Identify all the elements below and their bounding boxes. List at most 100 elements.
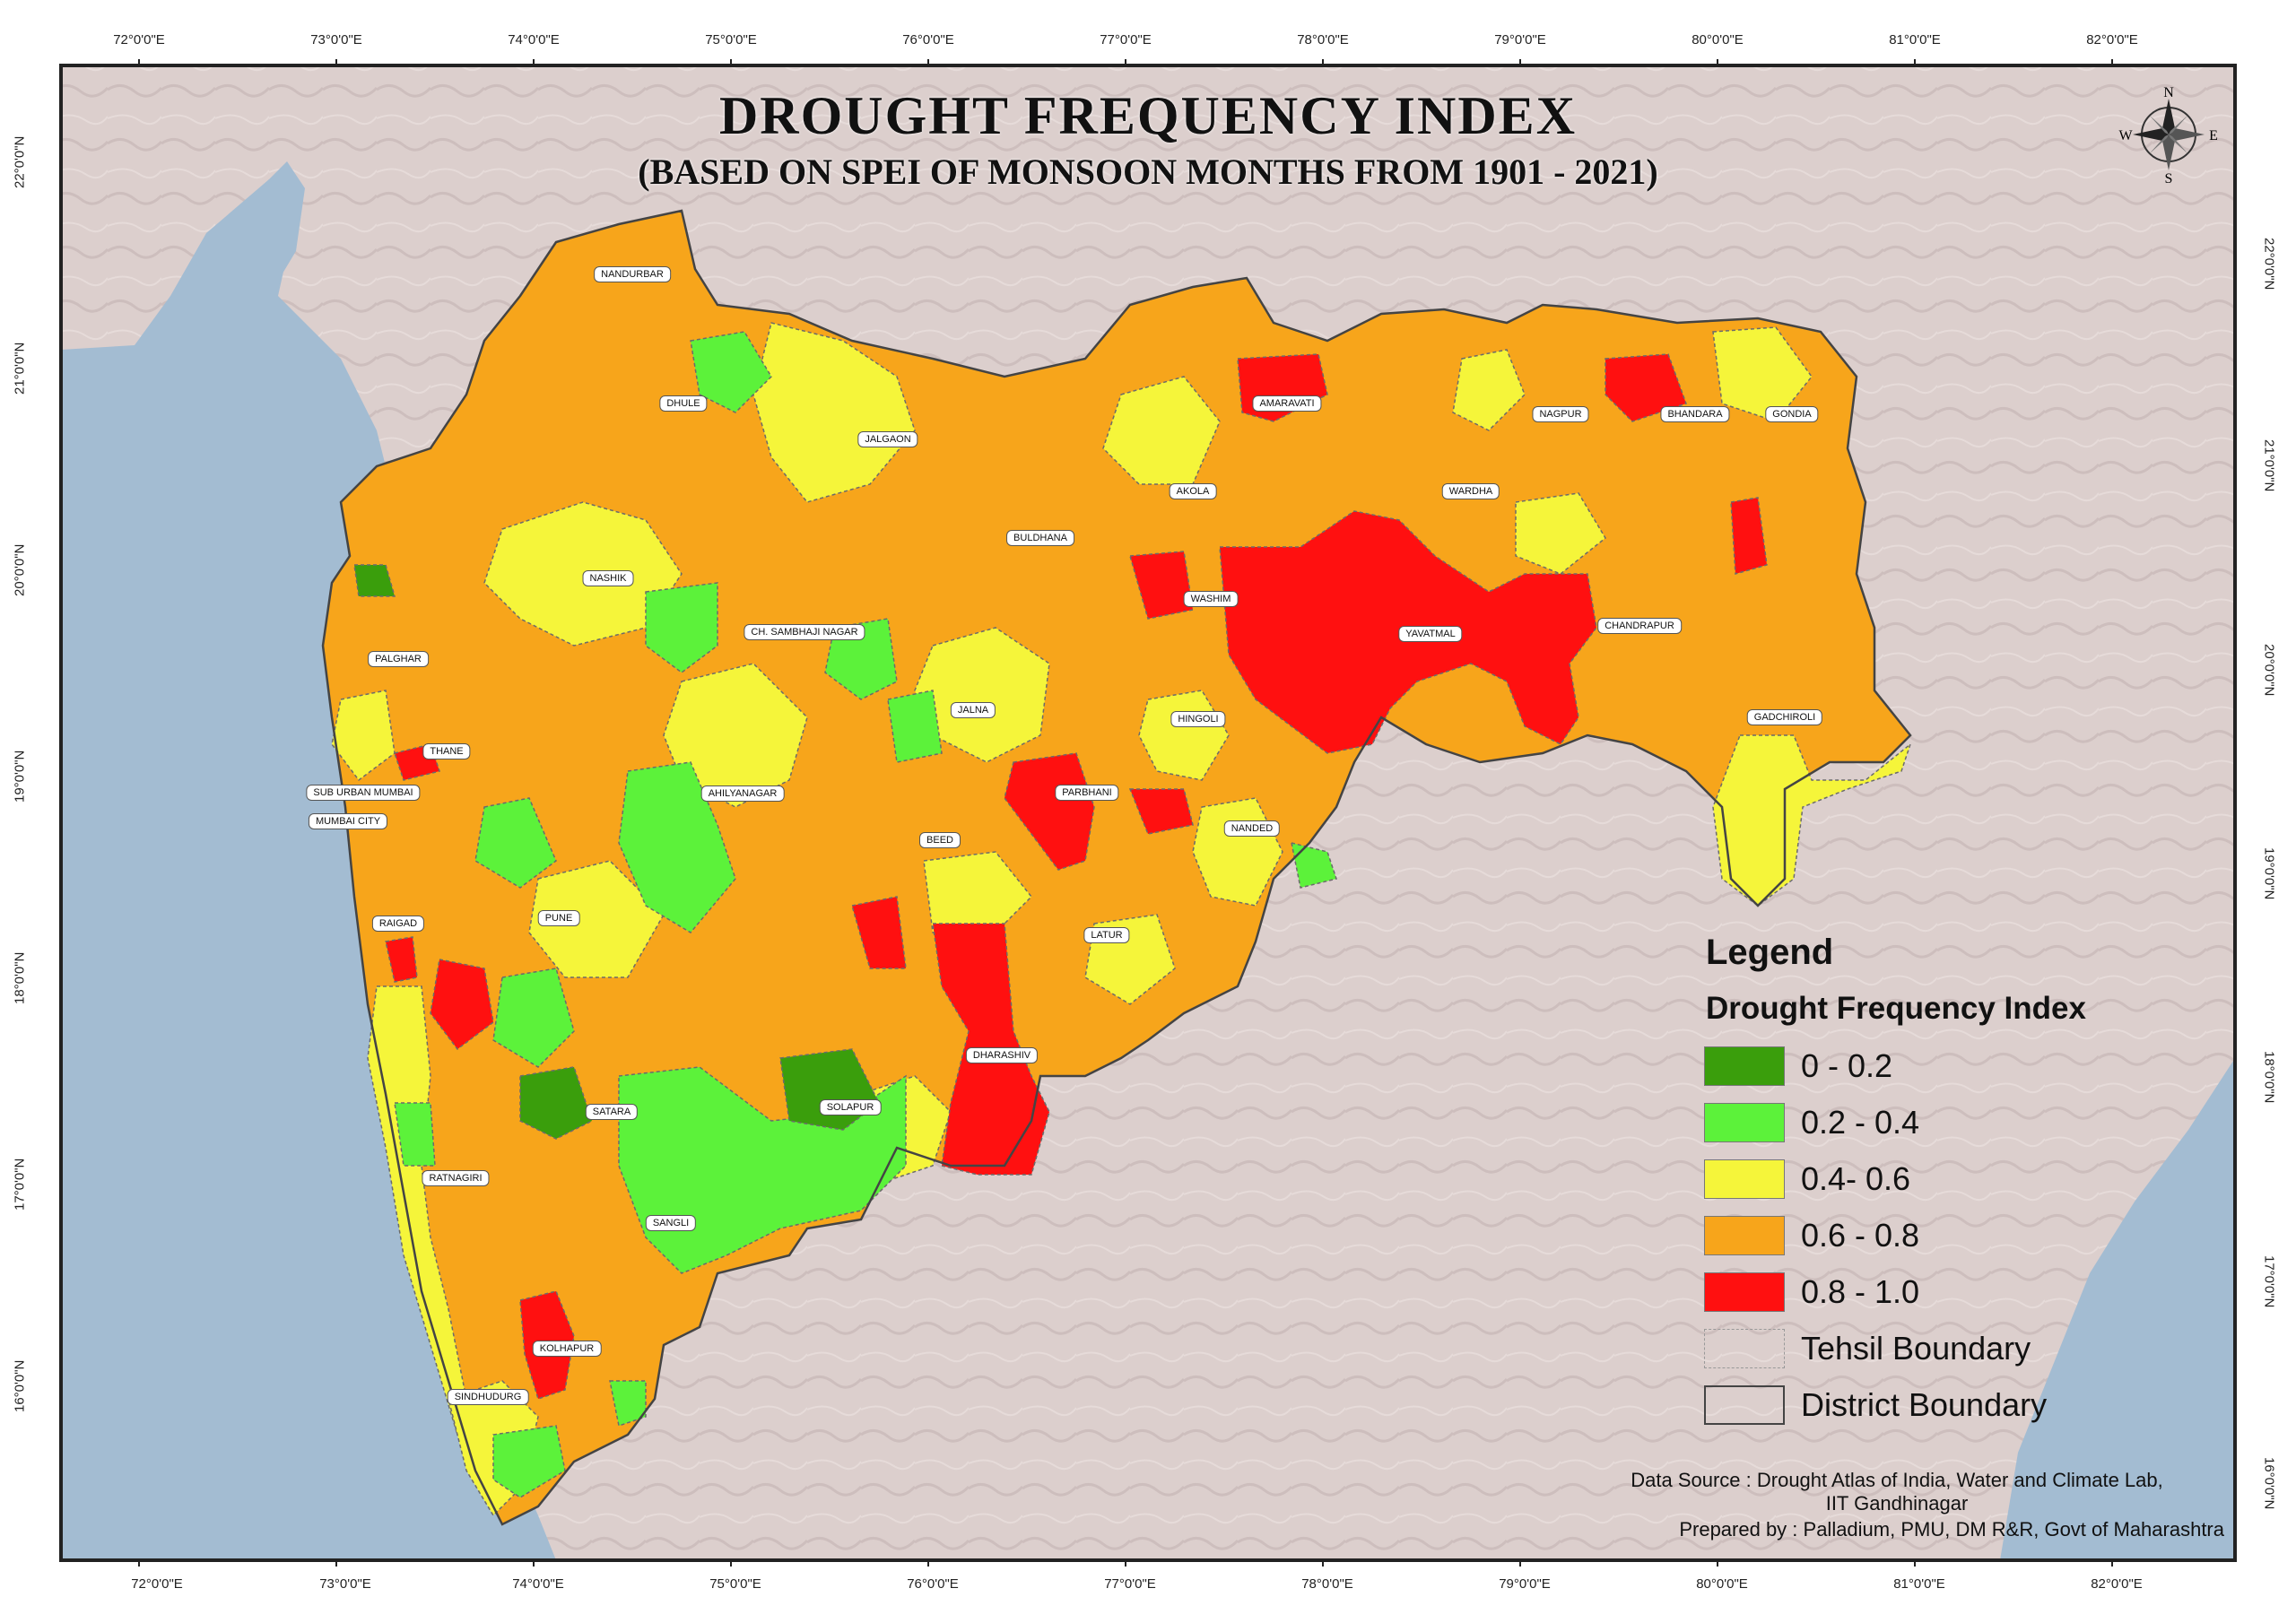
longitude-label: 76°0'0"E bbox=[902, 32, 954, 48]
district-label: DHARASHIV bbox=[965, 1047, 1039, 1063]
longitude-label: 78°0'0"E bbox=[1297, 32, 1349, 48]
district-label: NAGPUR bbox=[1532, 406, 1589, 422]
region-red-parbhani bbox=[1004, 752, 1095, 871]
region-yellow-wardha bbox=[1515, 492, 1606, 575]
longitude-label: 80°0'0"E bbox=[1696, 1576, 1748, 1592]
longitude-label: 82°0'0"E bbox=[2091, 1576, 2143, 1592]
legend-swatch-tehsil bbox=[1704, 1328, 1785, 1368]
region-green-dhule bbox=[690, 331, 772, 413]
north-arrow-s: S bbox=[2165, 171, 2173, 187]
region-red-gondia-south bbox=[1730, 497, 1768, 575]
latitude-label: 21°0'0"N bbox=[2261, 439, 2277, 492]
longitude-label: 72°0'0"E bbox=[113, 32, 165, 48]
district-label: JALNA bbox=[950, 702, 996, 718]
region-green-kolhapur bbox=[492, 1425, 566, 1498]
legend-row: 0.2 - 0.4 bbox=[1704, 1094, 2206, 1150]
region-yellow-beed bbox=[923, 851, 1033, 942]
district-label: RATNAGIRI bbox=[422, 1170, 490, 1186]
district-label: LATUR bbox=[1083, 927, 1130, 943]
latitude-label: 18°0'0"N bbox=[12, 951, 28, 1004]
longitude-label: 75°0'0"E bbox=[709, 1576, 761, 1592]
latitude-label: 16°0'0"N bbox=[2261, 1457, 2277, 1510]
legend-row-district: District Boundary bbox=[1704, 1376, 2206, 1433]
legend-swatch bbox=[1704, 1271, 1785, 1312]
longitude-label: 73°0'0"E bbox=[310, 32, 362, 48]
region-green-nashik bbox=[645, 582, 718, 673]
region-yellow-jalna bbox=[914, 627, 1050, 763]
longitude-label: 78°0'0"E bbox=[1301, 1576, 1353, 1592]
state-outline bbox=[321, 209, 1912, 1526]
longitude-label: 80°0'0"E bbox=[1692, 32, 1744, 48]
legend: Legend Drought Frequency Index 0 - 0.2 0.… bbox=[1704, 933, 2206, 1433]
longitude-label: 77°0'0"E bbox=[1100, 32, 1152, 48]
longitude-label: 77°0'0"E bbox=[1104, 1576, 1156, 1592]
credits-source: Data Source : Drought Atlas of India, Wa… bbox=[1587, 1469, 2206, 1515]
latitude-label: 19°0'0"N bbox=[2261, 847, 2277, 900]
district-label: WASHIM bbox=[1183, 591, 1239, 607]
region-red-beed-south bbox=[851, 896, 907, 969]
region-green-kolhapur-east bbox=[609, 1380, 647, 1427]
latitude-label: 17°0'0"N bbox=[12, 1158, 28, 1211]
district-label: GONDIA bbox=[1765, 406, 1819, 422]
legend-title: Legend bbox=[1706, 933, 1834, 972]
legend-subtitle: Drought Frequency Index bbox=[1706, 991, 2086, 1026]
latitude-label: 18°0'0"N bbox=[2261, 1051, 2277, 1104]
district-label: WARDHA bbox=[1441, 483, 1500, 499]
region-yellow-jalgaon bbox=[752, 322, 916, 503]
district-label: HINGOLI bbox=[1170, 711, 1226, 727]
district-label: CH. SAMBHAJI NAGAR bbox=[744, 624, 865, 640]
latitude-label: 21°0'0"N bbox=[12, 342, 28, 395]
latitude-label: 20°0'0"N bbox=[2261, 644, 2277, 697]
legend-classes: 0 - 0.2 0.2 - 0.4 0.4- 0.6 0.6 - 0.8 0.8 - 1… bbox=[1704, 1037, 2206, 1320]
legend-row: 0.6 - 0.8 bbox=[1704, 1207, 2206, 1263]
latitude-label: 22°0'0"N bbox=[2261, 238, 2277, 291]
legend-label-district: District Boundary bbox=[1801, 1385, 2048, 1423]
legend-swatch bbox=[1704, 1159, 1785, 1199]
north-arrow-e: E bbox=[2209, 128, 2218, 143]
latitude-label: 16°0'0"N bbox=[12, 1359, 28, 1412]
legend-row: 0.8 - 1.0 bbox=[1704, 1263, 2206, 1320]
region-green-ratnagiri bbox=[394, 1102, 436, 1167]
longitude-label: 76°0'0"E bbox=[907, 1576, 959, 1592]
longitude-label: 75°0'0"E bbox=[705, 32, 757, 48]
district-label: AMARAVATI bbox=[1252, 395, 1322, 412]
region-red-pune-west bbox=[430, 959, 494, 1051]
north-arrow-icon bbox=[2133, 99, 2205, 170]
district-label: BHANDARA bbox=[1660, 406, 1730, 422]
longitude-label: 74°0'0"E bbox=[508, 32, 560, 48]
district-label: NANDURBAR bbox=[594, 266, 671, 282]
district-label: PARBHANI bbox=[1055, 785, 1119, 801]
latitude-label: 17°0'0"N bbox=[2261, 1255, 2277, 1308]
region-yellow-nagpur bbox=[1452, 349, 1526, 431]
region-yellow-gondia bbox=[1712, 326, 1813, 422]
district-label: NANDED bbox=[1223, 820, 1281, 837]
region-yellow-gadchiroli bbox=[1712, 734, 1912, 907]
north-arrow-w: W bbox=[2118, 128, 2133, 143]
region-red-raigad bbox=[385, 936, 418, 983]
district-label: RAIGAD bbox=[371, 916, 425, 932]
region-yellow-thane bbox=[331, 690, 396, 782]
latitude-label: 22°0'0"N bbox=[12, 135, 28, 188]
region-yellow-pune bbox=[528, 860, 665, 978]
legend-row: 0 - 0.2 bbox=[1704, 1037, 2206, 1094]
credits-prepared: Prepared by : Palladium, PMU, DM R&R, Go… bbox=[1679, 1518, 2224, 1541]
legend-label: 0 - 0.2 bbox=[1801, 1046, 1893, 1084]
sea-bay bbox=[2000, 1058, 2235, 1560]
region-green-ahilyanagar bbox=[618, 761, 736, 933]
district-label: AKOLA bbox=[1169, 483, 1217, 499]
district-label: YAVATMAL bbox=[1398, 626, 1463, 642]
legend-label: 0.6 - 0.8 bbox=[1801, 1216, 1920, 1254]
legend-swatch bbox=[1704, 1215, 1785, 1255]
legend-swatch bbox=[1704, 1102, 1785, 1142]
district-label: SANGLI bbox=[645, 1215, 697, 1231]
district-label: BEED bbox=[919, 832, 961, 848]
legend-label: 0.4- 0.6 bbox=[1801, 1159, 1911, 1197]
map-subtitle: (BASED ON SPEI OF MONSOON MONTHS FROM 19… bbox=[638, 152, 1658, 192]
region-darkgreen-palghar bbox=[353, 564, 396, 597]
region-green-nanded bbox=[1291, 841, 1337, 889]
region-red-hingoli-south bbox=[1128, 788, 1194, 835]
district-label: CHANDRAPUR bbox=[1597, 618, 1682, 634]
map-title: DROUGHT FREQUENCY INDEX bbox=[718, 86, 1578, 145]
legend-swatch bbox=[1704, 1046, 1785, 1086]
credits-source-line1: Data Source : Drought Atlas of India, Wa… bbox=[1631, 1469, 2163, 1491]
